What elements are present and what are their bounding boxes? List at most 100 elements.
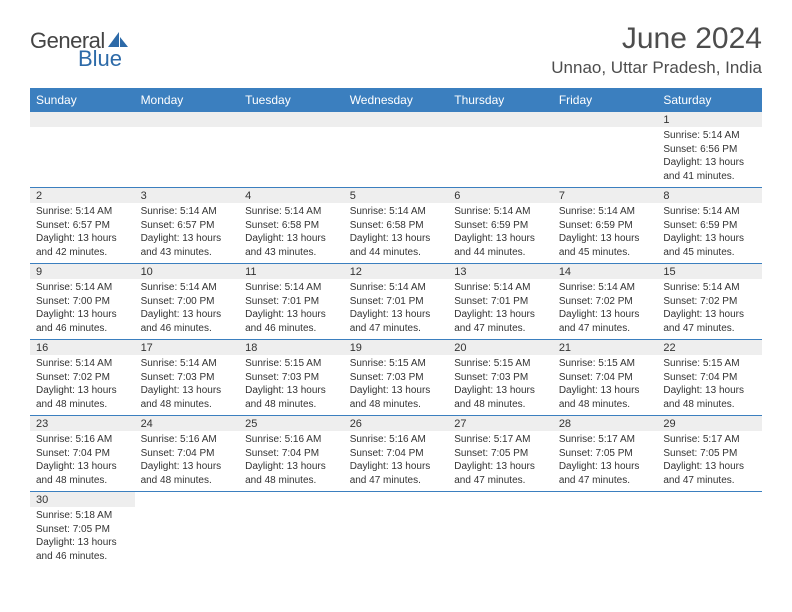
calendar-cell — [553, 492, 658, 568]
day-sunrise-line: Sunrise: 5:14 AM — [350, 205, 443, 219]
day-sunrise-line: Sunrise: 5:14 AM — [559, 281, 652, 295]
day-number: 10 — [135, 264, 240, 279]
day-content: Sunrise: 5:15 AMSunset: 7:03 PMDaylight:… — [448, 355, 553, 415]
day-day2-line: and 48 minutes. — [454, 398, 547, 412]
day-day2-line: and 48 minutes. — [245, 474, 338, 488]
calendar-cell: 7Sunrise: 5:14 AMSunset: 6:59 PMDaylight… — [553, 188, 658, 264]
day-day2-line: and 44 minutes. — [350, 246, 443, 260]
weekday-header: Thursday — [448, 88, 553, 112]
empty-daynum-strip — [239, 112, 344, 127]
day-content: Sunrise: 5:18 AMSunset: 7:05 PMDaylight:… — [30, 507, 135, 567]
day-day2-line: and 45 minutes. — [663, 246, 756, 260]
day-content: Sunrise: 5:16 AMSunset: 7:04 PMDaylight:… — [135, 431, 240, 491]
day-day2-line: and 46 minutes. — [36, 550, 129, 564]
calendar-cell: 30Sunrise: 5:18 AMSunset: 7:05 PMDayligh… — [30, 492, 135, 568]
title-block: June 2024 Unnao, Uttar Pradesh, India — [551, 22, 762, 78]
day-day1-line: Daylight: 13 hours — [663, 460, 756, 474]
calendar-cell — [239, 112, 344, 188]
day-day2-line: and 42 minutes. — [36, 246, 129, 260]
day-day1-line: Daylight: 13 hours — [454, 308, 547, 322]
day-day2-line: and 48 minutes. — [350, 398, 443, 412]
day-content: Sunrise: 5:14 AMSunset: 6:59 PMDaylight:… — [448, 203, 553, 263]
calendar-cell — [448, 492, 553, 568]
calendar-cell: 8Sunrise: 5:14 AMSunset: 6:59 PMDaylight… — [657, 188, 762, 264]
day-number: 20 — [448, 340, 553, 355]
day-number: 12 — [344, 264, 449, 279]
calendar-cell: 15Sunrise: 5:14 AMSunset: 7:02 PMDayligh… — [657, 264, 762, 340]
calendar-cell: 16Sunrise: 5:14 AMSunset: 7:02 PMDayligh… — [30, 340, 135, 416]
calendar-cell — [344, 492, 449, 568]
day-content: Sunrise: 5:14 AMSunset: 7:01 PMDaylight:… — [239, 279, 344, 339]
calendar-cell: 11Sunrise: 5:14 AMSunset: 7:01 PMDayligh… — [239, 264, 344, 340]
day-sunrise-line: Sunrise: 5:15 AM — [245, 357, 338, 371]
day-sunset-line: Sunset: 6:59 PM — [454, 219, 547, 233]
day-day1-line: Daylight: 13 hours — [350, 232, 443, 246]
day-day2-line: and 48 minutes. — [245, 398, 338, 412]
empty-daynum-strip — [344, 112, 449, 127]
calendar-cell: 10Sunrise: 5:14 AMSunset: 7:00 PMDayligh… — [135, 264, 240, 340]
day-sunset-line: Sunset: 7:02 PM — [559, 295, 652, 309]
day-content: Sunrise: 5:14 AMSunset: 7:00 PMDaylight:… — [30, 279, 135, 339]
day-sunrise-line: Sunrise: 5:18 AM — [36, 509, 129, 523]
day-day2-line: and 48 minutes. — [559, 398, 652, 412]
calendar-cell: 26Sunrise: 5:16 AMSunset: 7:04 PMDayligh… — [344, 416, 449, 492]
day-sunrise-line: Sunrise: 5:16 AM — [36, 433, 129, 447]
day-content: Sunrise: 5:14 AMSunset: 7:02 PMDaylight:… — [30, 355, 135, 415]
day-content: Sunrise: 5:14 AMSunset: 6:56 PMDaylight:… — [657, 127, 762, 187]
day-day1-line: Daylight: 13 hours — [36, 232, 129, 246]
day-sunset-line: Sunset: 6:58 PM — [350, 219, 443, 233]
calendar-cell: 22Sunrise: 5:15 AMSunset: 7:04 PMDayligh… — [657, 340, 762, 416]
day-sunrise-line: Sunrise: 5:14 AM — [141, 205, 234, 219]
day-sunrise-line: Sunrise: 5:14 AM — [663, 129, 756, 143]
calendar-cell — [135, 112, 240, 188]
day-sunrise-line: Sunrise: 5:14 AM — [36, 281, 129, 295]
calendar-cell: 28Sunrise: 5:17 AMSunset: 7:05 PMDayligh… — [553, 416, 658, 492]
day-day1-line: Daylight: 13 hours — [36, 460, 129, 474]
day-content: Sunrise: 5:14 AMSunset: 6:57 PMDaylight:… — [135, 203, 240, 263]
day-day2-line: and 43 minutes. — [245, 246, 338, 260]
day-day1-line: Daylight: 13 hours — [559, 232, 652, 246]
day-day2-line: and 45 minutes. — [559, 246, 652, 260]
day-sunset-line: Sunset: 7:04 PM — [663, 371, 756, 385]
day-sunrise-line: Sunrise: 5:14 AM — [663, 281, 756, 295]
calendar-cell: 20Sunrise: 5:15 AMSunset: 7:03 PMDayligh… — [448, 340, 553, 416]
day-sunset-line: Sunset: 7:05 PM — [559, 447, 652, 461]
day-sunset-line: Sunset: 7:04 PM — [559, 371, 652, 385]
day-number: 14 — [553, 264, 658, 279]
day-content: Sunrise: 5:16 AMSunset: 7:04 PMDaylight:… — [30, 431, 135, 491]
day-sunset-line: Sunset: 7:03 PM — [245, 371, 338, 385]
calendar-cell: 13Sunrise: 5:14 AMSunset: 7:01 PMDayligh… — [448, 264, 553, 340]
calendar-cell: 4Sunrise: 5:14 AMSunset: 6:58 PMDaylight… — [239, 188, 344, 264]
empty-daynum-strip — [553, 112, 658, 127]
day-day2-line: and 48 minutes. — [663, 398, 756, 412]
calendar-cell: 6Sunrise: 5:14 AMSunset: 6:59 PMDaylight… — [448, 188, 553, 264]
day-sunrise-line: Sunrise: 5:14 AM — [559, 205, 652, 219]
day-number: 19 — [344, 340, 449, 355]
day-day2-line: and 46 minutes. — [245, 322, 338, 336]
day-day1-line: Daylight: 13 hours — [245, 308, 338, 322]
day-content: Sunrise: 5:15 AMSunset: 7:03 PMDaylight:… — [344, 355, 449, 415]
weekday-header: Friday — [553, 88, 658, 112]
calendar-cell: 5Sunrise: 5:14 AMSunset: 6:58 PMDaylight… — [344, 188, 449, 264]
day-sunrise-line: Sunrise: 5:17 AM — [454, 433, 547, 447]
calendar-cell: 19Sunrise: 5:15 AMSunset: 7:03 PMDayligh… — [344, 340, 449, 416]
day-day1-line: Daylight: 13 hours — [350, 384, 443, 398]
day-number: 16 — [30, 340, 135, 355]
day-sunset-line: Sunset: 6:56 PM — [663, 143, 756, 157]
day-day2-line: and 48 minutes. — [36, 398, 129, 412]
day-sunset-line: Sunset: 6:59 PM — [663, 219, 756, 233]
day-sunrise-line: Sunrise: 5:14 AM — [245, 205, 338, 219]
calendar-cell: 23Sunrise: 5:16 AMSunset: 7:04 PMDayligh… — [30, 416, 135, 492]
day-sunrise-line: Sunrise: 5:14 AM — [36, 357, 129, 371]
day-day2-line: and 48 minutes. — [141, 398, 234, 412]
month-title: June 2024 — [551, 22, 762, 56]
day-number: 7 — [553, 188, 658, 203]
day-content: Sunrise: 5:17 AMSunset: 7:05 PMDaylight:… — [657, 431, 762, 491]
day-number: 1 — [657, 112, 762, 127]
page-header: General June 2024 Unnao, Uttar Pradesh, … — [30, 22, 762, 78]
day-number: 11 — [239, 264, 344, 279]
day-content: Sunrise: 5:17 AMSunset: 7:05 PMDaylight:… — [448, 431, 553, 491]
day-content: Sunrise: 5:15 AMSunset: 7:04 PMDaylight:… — [553, 355, 658, 415]
day-day1-line: Daylight: 13 hours — [141, 308, 234, 322]
calendar-cell: 25Sunrise: 5:16 AMSunset: 7:04 PMDayligh… — [239, 416, 344, 492]
